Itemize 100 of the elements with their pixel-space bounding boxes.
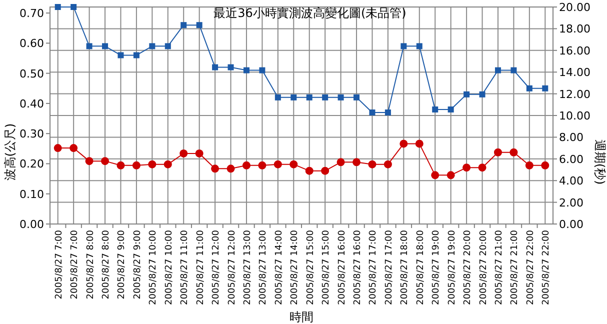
point — [132, 161, 140, 170]
x-tick-label: 2005/8/27 20:00 — [463, 230, 474, 305]
y2-tick-label: 2.00 — [559, 196, 584, 210]
y2-tick-label: 10.00 — [559, 110, 590, 122]
point — [102, 43, 108, 50]
point — [352, 158, 361, 166]
x-tick-label: 2005/8/27 7:00 — [54, 230, 64, 300]
x-tick-label: 2005/8/27 9:00 — [117, 230, 128, 300]
point — [259, 67, 266, 74]
y-axis-title: 波高(公尺) — [3, 123, 17, 181]
x-tick-label: 2005/8/27 15:00 — [322, 230, 332, 305]
y-tick-label: 0.70 — [20, 7, 44, 20]
point — [541, 161, 550, 170]
x-tick-label: 2005/8/27 16:00 — [337, 230, 348, 305]
y-tick-label: 0.60 — [20, 37, 44, 50]
y-tick-label: 0.40 — [20, 97, 44, 110]
x-axis-title: 時間 — [290, 310, 314, 324]
point — [212, 64, 218, 70]
point — [148, 160, 156, 168]
x-tick-label: 2005/8/27 10:00 — [148, 230, 159, 305]
point — [274, 160, 282, 168]
x-tick-label: 2005/8/27 21:00 — [510, 230, 520, 305]
point — [321, 166, 330, 175]
point — [70, 4, 77, 10]
point — [85, 157, 94, 166]
point — [369, 109, 376, 116]
point — [211, 164, 220, 173]
point — [54, 144, 62, 152]
point — [116, 161, 125, 170]
point — [448, 106, 454, 112]
point — [384, 160, 392, 168]
point — [164, 160, 172, 168]
x-tick-label: 2005/8/27 12:00 — [227, 230, 238, 305]
point — [432, 106, 438, 112]
point — [462, 164, 471, 172]
x-tick-label: 2005/8/27 14:00 — [290, 230, 300, 305]
x-tick-label: 2005/8/27 10:00 — [164, 230, 174, 305]
point — [164, 43, 171, 50]
point — [290, 160, 298, 168]
point — [354, 94, 360, 100]
point — [149, 43, 156, 50]
x-tick-label: 2005/8/27 8:00 — [86, 230, 96, 300]
y2-tick-label: 16.00 — [559, 44, 590, 58]
x-tick-label: 2005/8/27 19:00 — [432, 230, 442, 305]
y2-axis-title: 週期(秒) — [593, 139, 607, 185]
point — [479, 91, 486, 98]
point — [305, 166, 314, 175]
x-tick-label: 2005/8/27 14:00 — [274, 230, 284, 305]
y2-tick-label: 4.00 — [559, 174, 584, 188]
y-tick-label: 0.10 — [20, 188, 44, 201]
x-tick-label: 2005/8/27 9:00 — [132, 230, 143, 300]
point — [226, 164, 235, 173]
point — [338, 94, 344, 100]
y-tick-label: 0.50 — [20, 67, 44, 80]
point — [195, 149, 204, 158]
point — [54, 4, 61, 10]
point — [384, 109, 391, 116]
x-tick-label: 2005/8/27 17:00 — [368, 230, 379, 305]
y-tick-label: 0.00 — [20, 218, 44, 231]
x-tick-label: 2005/8/27 15:00 — [306, 230, 316, 305]
x-tick-label: 2005/8/27 20:00 — [478, 230, 489, 305]
point — [70, 144, 78, 152]
x-tick-label: 2005/8/27 16:00 — [353, 230, 364, 305]
point — [336, 158, 345, 166]
point — [525, 161, 534, 170]
chart-title: 最近36小時實測波高變化圖(未品管) — [214, 6, 406, 20]
point — [526, 85, 532, 92]
x-tick-label: 2005/8/27 19:00 — [447, 230, 458, 305]
point — [510, 67, 517, 74]
y2-tick-label: 0.00 — [559, 218, 584, 231]
x-tick-label: 2005/8/27 8:00 — [102, 230, 112, 300]
y-tick-label: 0.30 — [20, 128, 44, 141]
y2-tick-label: 14.00 — [559, 66, 590, 80]
point — [243, 67, 250, 74]
point — [242, 161, 250, 170]
point — [86, 43, 92, 50]
point — [306, 94, 312, 100]
point — [400, 43, 407, 50]
x-tick-label: 2005/8/27 18:00 — [416, 230, 426, 305]
point — [228, 64, 234, 70]
point — [494, 148, 502, 156]
point — [180, 149, 188, 158]
y-tick-label: 0.20 — [20, 158, 44, 171]
point — [400, 140, 408, 148]
point — [290, 94, 297, 100]
x-tick-label: 2005/8/27 11:00 — [196, 230, 206, 305]
point — [196, 22, 202, 28]
point — [510, 148, 518, 156]
point — [446, 171, 455, 180]
point — [322, 94, 328, 100]
y2-tick-label: 18.00 — [559, 22, 590, 36]
point — [431, 171, 440, 180]
point — [464, 91, 470, 98]
point — [133, 52, 140, 58]
point — [101, 157, 110, 166]
point — [368, 160, 376, 168]
point — [180, 22, 187, 28]
point — [478, 164, 486, 172]
x-tick-label: 2005/8/27 13:00 — [242, 230, 253, 305]
y2-tick-label: 6.00 — [559, 152, 584, 166]
